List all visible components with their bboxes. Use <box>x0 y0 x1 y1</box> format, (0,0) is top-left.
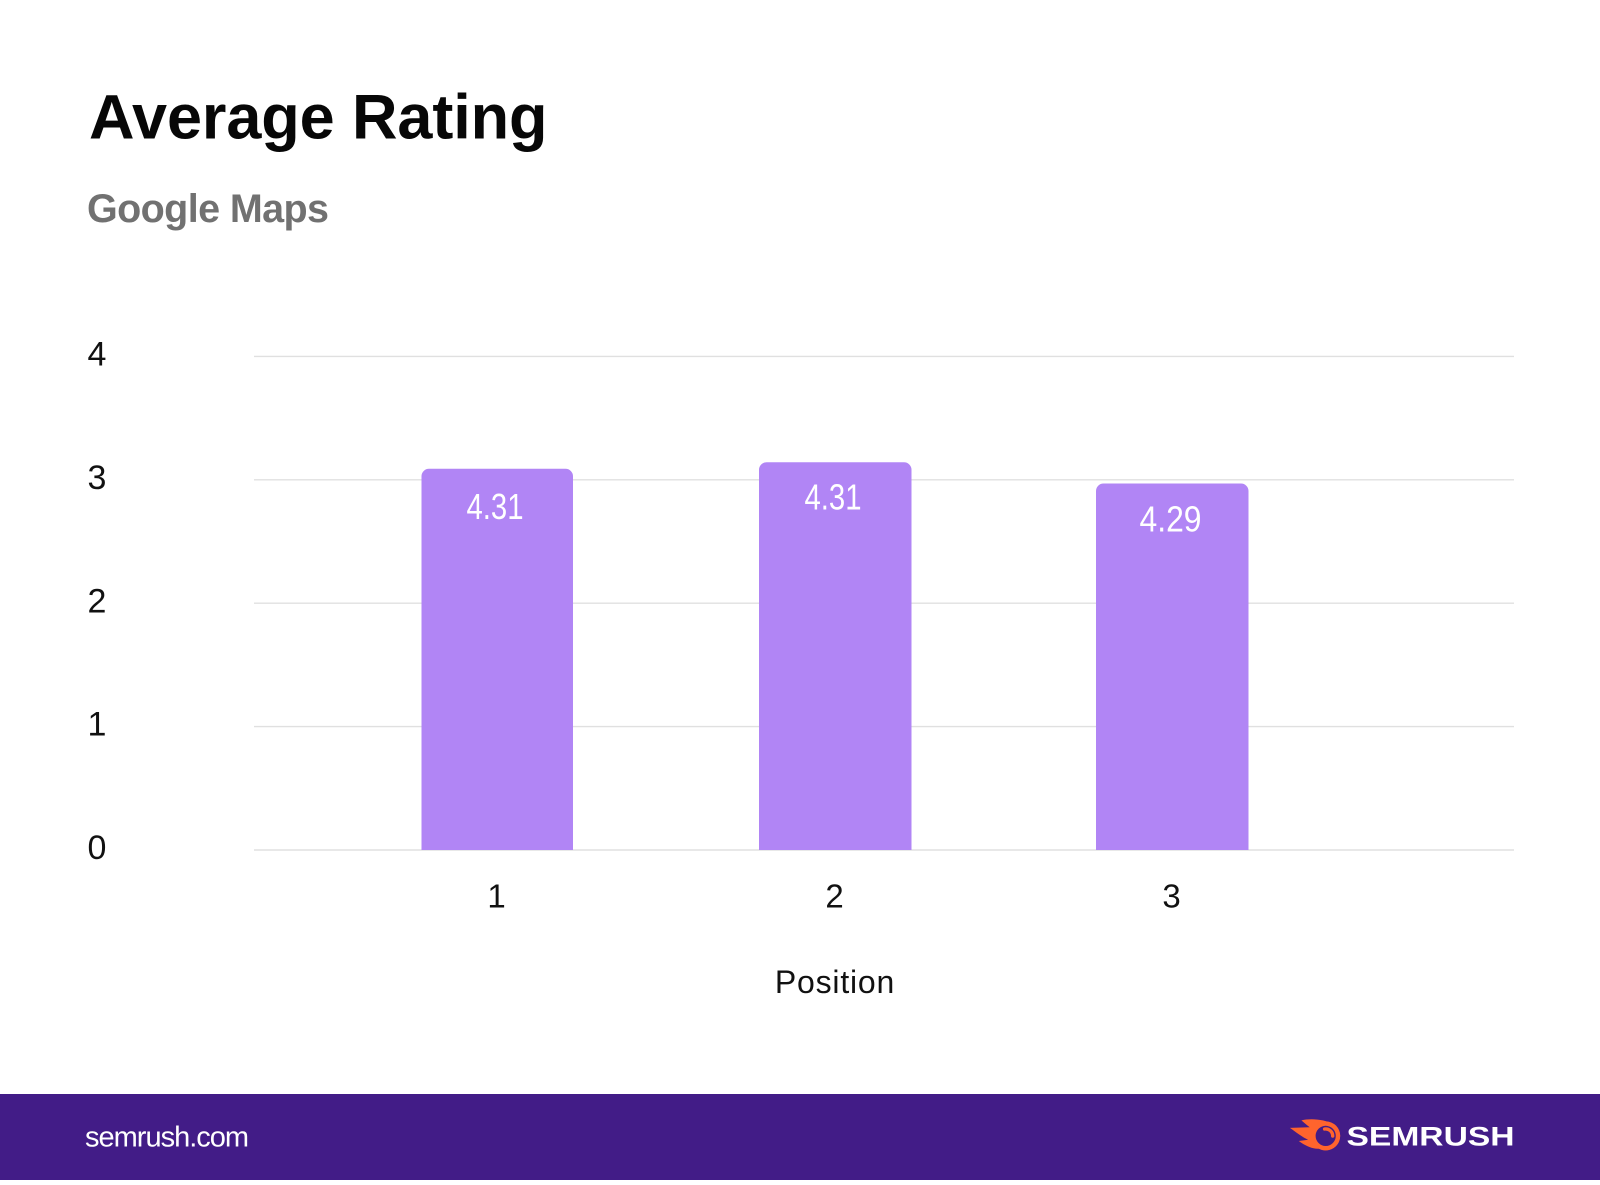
svg-text:Position: Position <box>775 964 895 1000</box>
svg-text:Average Rating: Average Rating <box>89 83 547 153</box>
svg-text:2: 2 <box>88 582 107 620</box>
svg-text:1: 1 <box>487 878 505 915</box>
svg-text:semrush.com: semrush.com <box>85 1122 248 1154</box>
svg-text:2: 2 <box>825 878 843 915</box>
svg-text:SEMRUSH: SEMRUSH <box>1347 1122 1515 1152</box>
svg-text:4.31: 4.31 <box>467 486 524 527</box>
svg-text:3: 3 <box>1162 878 1180 915</box>
svg-text:4.29: 4.29 <box>1140 499 1202 540</box>
svg-text:0: 0 <box>88 829 107 867</box>
svg-text:4: 4 <box>88 336 107 374</box>
svg-text:4.31: 4.31 <box>805 477 862 518</box>
svg-text:1: 1 <box>88 706 107 744</box>
svg-text:Google Maps: Google Maps <box>87 187 328 231</box>
svg-text:3: 3 <box>88 459 107 497</box>
